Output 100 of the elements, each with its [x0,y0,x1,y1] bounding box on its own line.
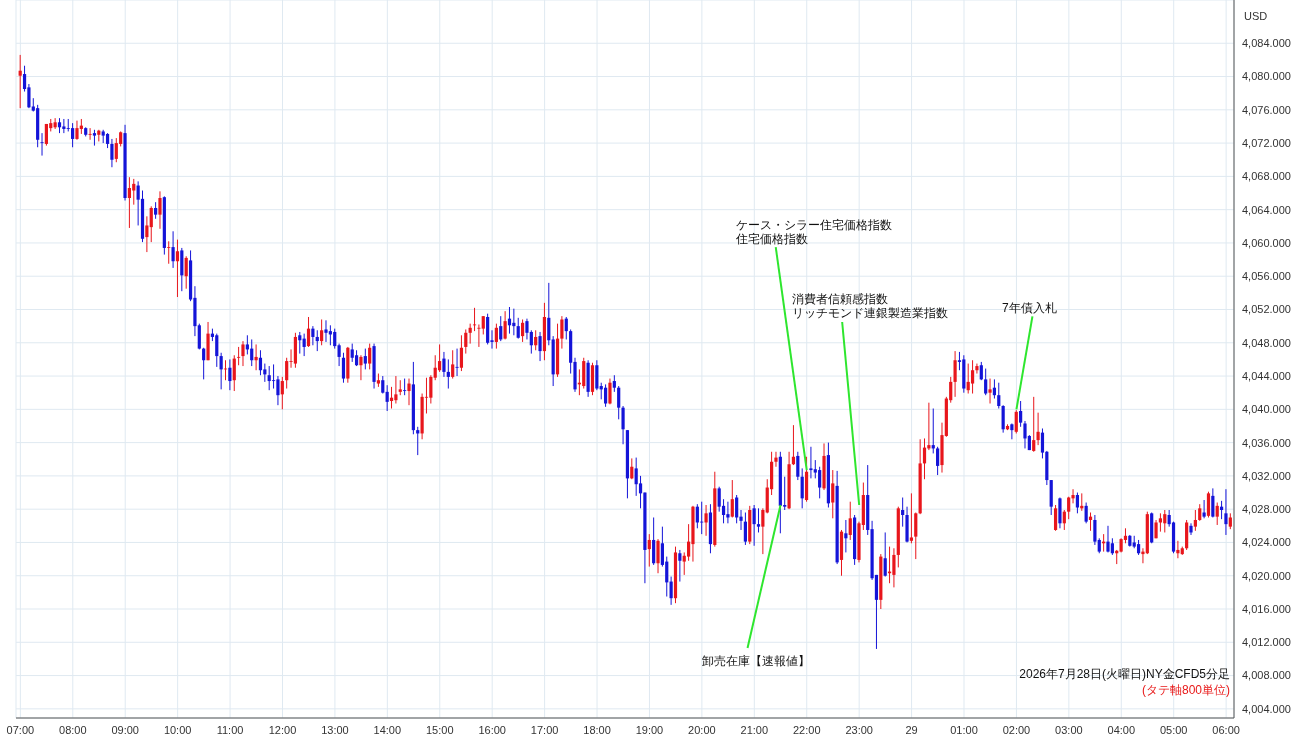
candlestick [678,549,682,583]
candlestick [363,348,367,370]
candlestick [1211,487,1215,518]
candlestick [800,467,804,509]
x-tick-label: 14:00 [373,723,402,736]
candlestick [1193,509,1197,532]
y-tick-label: 4,044.000 [1242,369,1291,382]
candlestick [1224,488,1228,536]
x-tick-label: 11:00 [216,723,244,736]
candlestick [320,318,324,346]
candlestick [739,509,743,531]
candlestick [254,343,258,371]
candlestick [132,178,136,206]
x-tick-label: 15:00 [426,723,454,736]
y-tick-label: 4,076.000 [1242,103,1291,116]
candlestick [494,323,498,350]
candlestick [71,122,75,148]
candlestick [442,351,446,378]
candlestick [341,352,346,384]
candlestick [1032,396,1036,453]
candlestick [407,378,411,406]
candlestick [656,538,660,574]
candlestick [324,319,328,343]
candlestick [883,531,887,578]
candlestick [669,576,673,606]
x-tick-label: 13:00 [321,723,349,736]
candlestick [1071,488,1075,504]
candlestick [285,357,289,390]
candlestick [520,318,525,343]
candlestick [726,501,730,524]
y-tick-label: 4,028.000 [1242,503,1291,516]
candlestick [306,316,311,348]
candlestick [333,328,337,350]
candlestick [914,512,918,560]
candlestick [1158,512,1163,533]
y-tick-label: 4,040.000 [1242,403,1291,416]
annotation: 消費者信頼感指数 [792,292,889,307]
candlestick [62,118,66,134]
candlestick [280,376,284,410]
candlestick [936,446,940,476]
candlestick [455,348,459,377]
candlestick [1084,502,1088,524]
candlestick [1075,492,1080,514]
y-tick-label: 4,004.000 [1242,702,1291,715]
y-tick-label: 4,020.000 [1242,569,1291,582]
candlestick [634,457,638,497]
candlestick [215,333,219,368]
candlestick [796,451,800,481]
candlestick [818,466,822,499]
y-tick-label: 4,068.000 [1242,170,1291,183]
candlestick [468,323,472,345]
annotation: 住宅価格指数 [734,232,808,247]
candlestick [258,349,263,376]
candlestick [433,354,437,381]
candlestick [809,446,813,479]
candlestick [127,176,131,229]
candlestick [167,240,171,265]
x-tick-label: 29 [905,723,918,736]
candlestick [1215,502,1219,526]
annotation: 2026年7月28日(火曜日)NY金CFD5分足 [1019,667,1230,681]
y-tick-label: 4,080.000 [1242,70,1291,83]
y-tick-label: 4,032.000 [1242,469,1291,482]
y-tick-label: 4,008.000 [1242,669,1291,682]
candlestick [564,316,568,340]
candlestick [608,378,612,405]
y-tick-label: 4,056.000 [1242,270,1291,283]
candlestick [40,132,44,157]
candlestick [617,385,621,420]
x-tick-label: 23:00 [845,723,873,736]
candlestick [1036,412,1040,446]
candlestick [1053,504,1058,532]
candlestick [761,507,765,555]
candlestick [560,315,564,350]
candlestick [647,533,651,568]
x-tick-label: 05:00 [1159,723,1188,736]
candlestick [984,368,988,396]
candlestick [547,282,551,346]
candlestick [241,340,245,367]
y-tick-label: 4,036.000 [1242,436,1291,449]
candlestick [975,363,979,375]
candlestick [756,507,761,533]
y-tick-label: 4,072.000 [1242,137,1291,150]
candlestick [1106,525,1110,553]
y-tick-label: 4,012.000 [1242,636,1291,649]
candlestick [472,307,477,332]
y-tick-label: 4,016.000 [1242,602,1291,615]
candlestick [149,205,153,243]
candlestick [228,358,232,391]
x-tick-label: 17:00 [530,723,559,736]
candlestick [774,451,778,468]
candlestick [988,378,992,405]
candlestick [110,138,114,168]
candlestick [704,504,708,537]
x-tick-label: 22:00 [792,723,821,736]
y-tick-label: 4,064.000 [1242,203,1291,216]
candlestick [901,497,905,528]
x-tick-label: 06:00 [1212,723,1240,736]
candlestick [516,317,520,340]
x-tick-label: 01:00 [950,723,978,736]
candlestick [595,359,599,391]
